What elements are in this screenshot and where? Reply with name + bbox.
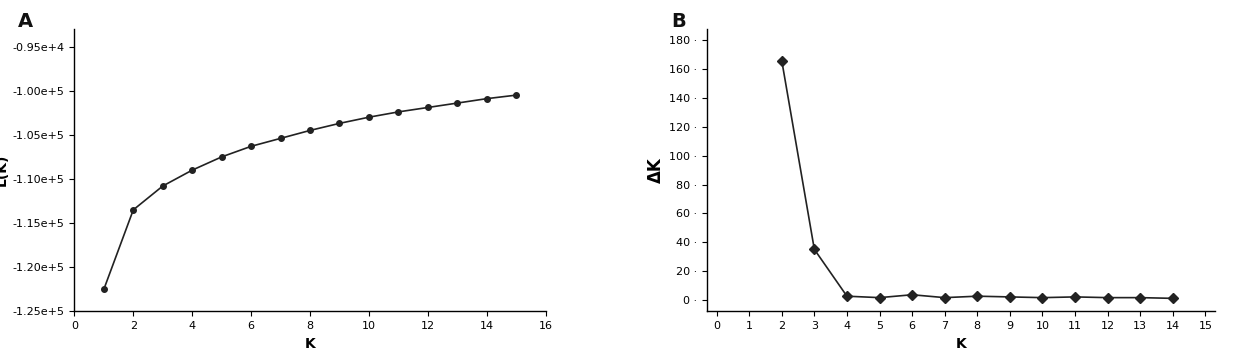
X-axis label: K: K: [956, 337, 966, 351]
X-axis label: K: K: [305, 337, 315, 351]
Y-axis label: L(K): L(K): [0, 154, 9, 186]
Y-axis label: ΔK: ΔK: [647, 157, 665, 183]
Text: A: A: [17, 12, 33, 31]
Text: B: B: [671, 12, 686, 31]
